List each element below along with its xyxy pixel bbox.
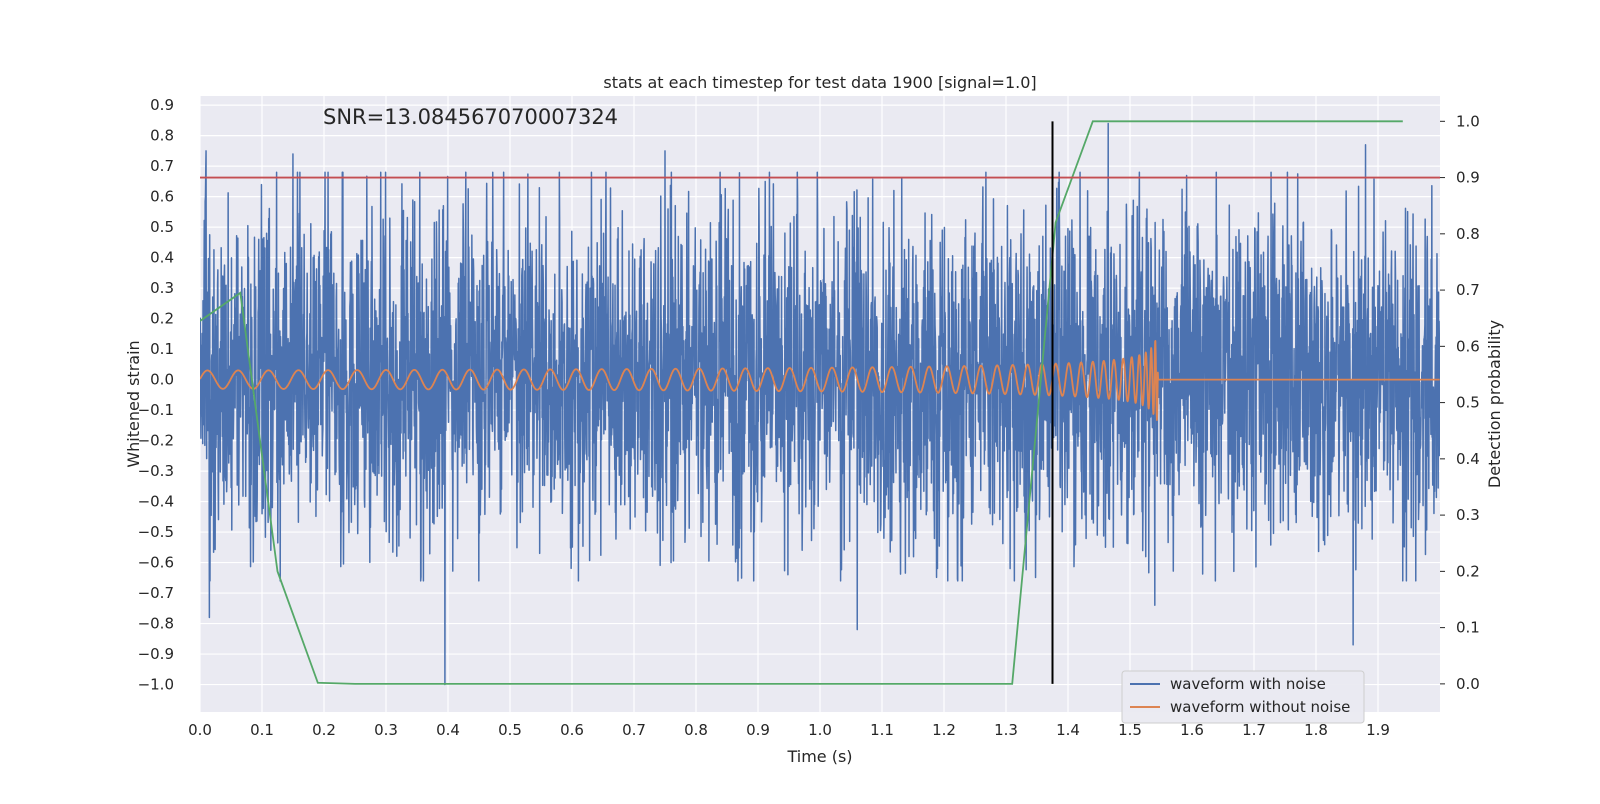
x-tick-label: 0.2 xyxy=(312,721,336,739)
x-tick-label: 0.8 xyxy=(684,721,708,739)
x-tick-label: 0.6 xyxy=(560,721,584,739)
y-tick-label: −0.9 xyxy=(138,645,174,663)
y2-tick-label: 0.8 xyxy=(1456,225,1480,243)
y-tick-label: −0.4 xyxy=(138,493,174,511)
y-tick-label: 0.9 xyxy=(150,96,174,114)
y-axis-label: Whitened strain xyxy=(124,340,143,467)
y-tick-label: 0.0 xyxy=(150,371,174,389)
series-line-waveform-with-noise xyxy=(200,122,1440,686)
legend-label-noisy: waveform with noise xyxy=(1170,675,1326,693)
y2-tick-labels: 1.0 0.9 0.8 0.7 0.6 0.5 0.4 0.3 0.2 0.1 0.0 xyxy=(1440,112,1480,693)
y-tick-label: −0.2 xyxy=(138,432,174,450)
x-tick-label: 0.0 xyxy=(188,721,212,739)
y-tick-label: −0.6 xyxy=(138,554,174,572)
legend-box xyxy=(1121,670,1365,724)
y-tick-label: −0.8 xyxy=(138,615,174,633)
x-axis-label: Time (s) xyxy=(786,747,852,766)
y-tick-label: 0.3 xyxy=(150,279,174,297)
y-tick-label: 0.7 xyxy=(150,157,174,175)
y-tick-label: 0.1 xyxy=(150,340,174,358)
x-tick-label: 1.6 xyxy=(1180,721,1204,739)
x-tick-label: 1.7 xyxy=(1242,721,1266,739)
x-tick-label: 0.1 xyxy=(250,721,274,739)
y2-tick-label: 0.7 xyxy=(1456,281,1480,299)
y-tick-label: −0.5 xyxy=(138,523,174,541)
series-layer xyxy=(200,120,1440,686)
y2-tick-label: 1.0 xyxy=(1456,112,1480,130)
x-tick-label: 1.3 xyxy=(994,721,1018,739)
x-tick-label: 1.9 xyxy=(1366,721,1390,739)
y2-tick-label: 0.5 xyxy=(1456,394,1480,412)
y-tick-label: −0.3 xyxy=(138,462,174,480)
y2-tick-label: 0.2 xyxy=(1456,562,1480,580)
x-tick-label: 0.4 xyxy=(436,721,460,739)
legend: waveform with noise waveform without noi… xyxy=(1121,670,1365,724)
y2-axis-label: Detection probability xyxy=(1485,320,1504,488)
y-tick-label: −0.7 xyxy=(138,584,174,602)
x-tick-label: 1.4 xyxy=(1056,721,1080,739)
series-line-detection-probability xyxy=(200,120,1403,685)
x-tick-labels: 0.0 0.1 0.2 0.3 0.4 0.5 0.6 0.7 0.8 0.9 1.0 1.1 1.2 1… xyxy=(188,721,1390,739)
x-tick-label: 1.2 xyxy=(932,721,956,739)
y2-tick-label: 0.9 xyxy=(1456,169,1480,187)
x-tick-label: 0.7 xyxy=(622,721,646,739)
y-tick-label: 0.6 xyxy=(150,188,174,206)
x-tick-label: 0.5 xyxy=(498,721,522,739)
x-tick-label: 0.9 xyxy=(746,721,770,739)
x-tick-label: 1.5 xyxy=(1118,721,1142,739)
y2-tick-label: 0.4 xyxy=(1456,450,1480,468)
x-tick-label: 1.1 xyxy=(870,721,894,739)
y2-tick-label: 0.3 xyxy=(1456,506,1480,524)
series-line-waveform-without-noise xyxy=(200,340,1440,422)
x-tick-label: 1.8 xyxy=(1304,721,1328,739)
y-tick-label: 0.5 xyxy=(150,218,174,236)
x-tick-label: 1.0 xyxy=(808,721,832,739)
y-tick-labels: 0.9 0.8 0.7 0.6 0.5 0.4 0.3 0.2 0.1 0.0 −0.1 −0.2 −0… xyxy=(138,96,174,693)
chart-title: stats at each timestep for test data 190… xyxy=(603,73,1036,92)
y-tick-label: 0.4 xyxy=(150,249,174,267)
y2-tick-label: 0.1 xyxy=(1456,619,1480,637)
y-tick-label: −1.0 xyxy=(138,676,174,694)
x-tick-label: 0.3 xyxy=(374,721,398,739)
snr-annotation: SNR=13.084567070007324 xyxy=(323,105,618,129)
y-tick-label: 0.2 xyxy=(150,310,174,328)
y-tick-label: −0.1 xyxy=(138,401,174,419)
y-tick-label: 0.8 xyxy=(150,127,174,145)
legend-label-clean: waveform without noise xyxy=(1170,698,1350,716)
y2-tick-label: 0.0 xyxy=(1456,675,1480,693)
y2-tick-label: 0.6 xyxy=(1456,337,1480,355)
